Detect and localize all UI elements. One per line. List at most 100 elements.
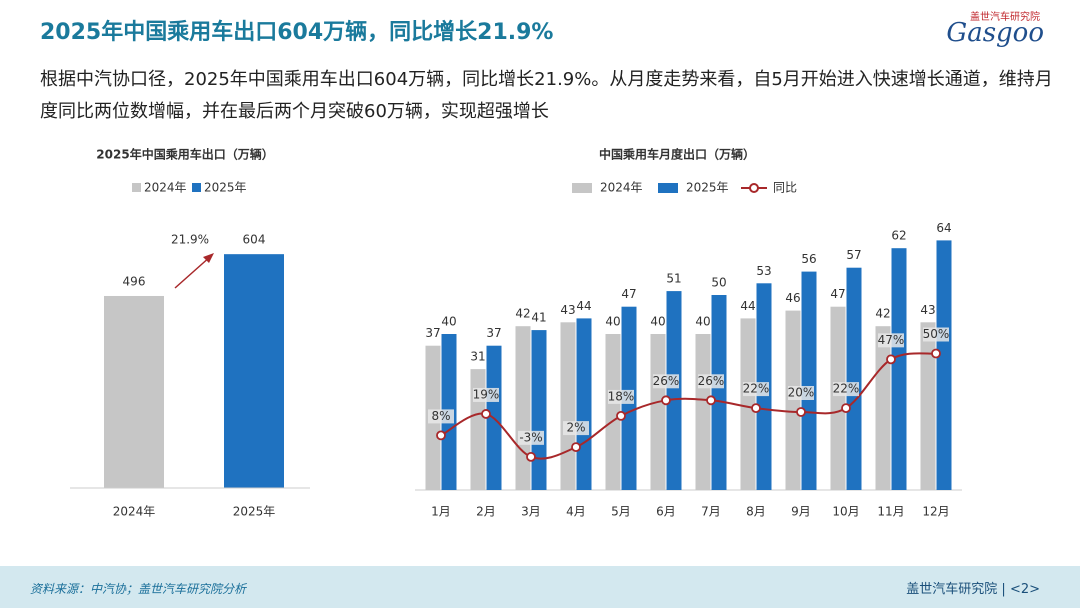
value-label: 46 — [785, 291, 800, 305]
value-label: 18% — [608, 389, 635, 403]
value-label: 37 — [425, 326, 440, 340]
value-label: 37 — [486, 326, 501, 340]
line-marker — [796, 407, 806, 417]
x-tick-label: 2月 — [476, 505, 496, 519]
charts: 2025年中国乘用车出口（万辆） 2024年 496 2024年 2025年 604 202… — [70, 147, 962, 519]
x-tick-label: 10月 — [832, 505, 859, 519]
label-bg — [698, 374, 724, 389]
value-label: -3% — [519, 430, 542, 444]
page-number: <2> — [1009, 582, 1040, 597]
value-label: 62 — [891, 229, 906, 243]
chart-title: 中国乘用车月度出口（万辆） — [599, 147, 755, 162]
value-label: 43 — [920, 303, 935, 317]
value-label: 56 — [801, 252, 816, 266]
line-marker — [706, 395, 716, 406]
x-tick-label: 11月 — [877, 505, 904, 519]
value-label: 42 — [515, 307, 530, 321]
x-tick-label: 6月 — [656, 505, 676, 519]
legend-label: 2025年 — [204, 181, 247, 195]
legend-label: 2024年 — [144, 181, 187, 195]
value-label: 31 — [470, 350, 485, 364]
bar — [515, 326, 531, 490]
bar — [576, 318, 592, 490]
org-name: 盖世汽车研究院 — [906, 582, 998, 597]
line-marker — [931, 348, 941, 359]
bar — [531, 330, 547, 490]
legend-swatch — [192, 183, 201, 192]
line-marker — [526, 451, 536, 462]
label-bg — [833, 382, 859, 397]
trend-arrow — [174, 255, 212, 289]
legend-swatch — [658, 183, 678, 193]
value-label: 50 — [711, 276, 726, 290]
line — [440, 352, 937, 460]
bar — [891, 248, 907, 490]
x-tick-label: 9月 — [791, 505, 811, 519]
legend-swatch — [572, 183, 592, 193]
value-label: 26% — [653, 374, 680, 388]
value-label: 40 — [441, 315, 456, 329]
legend-swatch — [132, 183, 141, 192]
x-tick-label: 4月 — [566, 505, 586, 519]
bar — [104, 295, 164, 488]
value-label: 47 — [621, 287, 636, 301]
label-bg — [653, 374, 679, 389]
bar — [801, 271, 817, 490]
x-tick-label: 3月 — [521, 505, 541, 519]
label-bg — [428, 409, 454, 424]
line-marker — [841, 403, 851, 414]
bar — [875, 326, 891, 490]
bar — [936, 240, 952, 490]
label-bg — [563, 421, 589, 436]
x-tick-label: 8月 — [746, 505, 766, 519]
value-label: 51 — [666, 272, 681, 286]
value-label: 64 — [936, 221, 951, 235]
value-label: 22% — [833, 382, 860, 396]
legend-label: 2024年 — [600, 181, 643, 195]
value-label: 40 — [695, 315, 710, 329]
x-tick-label: 2025年 — [233, 505, 276, 519]
line-marker — [481, 409, 491, 419]
legend-label: 2025年 — [686, 181, 729, 195]
bar — [560, 322, 576, 490]
bar — [740, 318, 756, 490]
value-label: 19% — [473, 387, 500, 401]
value-label: 57 — [846, 248, 861, 262]
slide-title: 2025年中国乘用车出口604万辆，同比增长21.9% — [40, 20, 554, 45]
value-label: 40 — [650, 315, 665, 329]
bar — [605, 334, 621, 490]
x-tick-label: 12月 — [922, 505, 949, 519]
value-label: 496 — [123, 274, 146, 288]
bar — [830, 306, 846, 490]
bar — [666, 291, 682, 490]
x-tick-label: 7月 — [701, 505, 721, 519]
label-bg — [518, 430, 544, 445]
label-bg — [923, 327, 949, 342]
label-bg — [788, 386, 814, 400]
value-label: 20% — [788, 386, 815, 400]
value-label: 44 — [576, 299, 591, 313]
logo-org: 盖世汽车研究院 — [970, 12, 1040, 23]
line-marker — [571, 442, 581, 453]
line-marker — [616, 410, 626, 421]
description: 根据中汽协口径，2025年中国乘用车出口604万辆，同比增长21.9%。从月度走… — [40, 69, 1053, 122]
line-marker — [436, 430, 446, 441]
legend-label: 同比 — [773, 181, 797, 195]
label-bg — [608, 389, 634, 404]
value-label: 47 — [830, 287, 845, 301]
bar — [785, 310, 801, 490]
annotation: 21.9% — [171, 233, 209, 247]
line-marker — [751, 403, 761, 414]
value-label: 8% — [431, 409, 450, 423]
bar — [695, 334, 711, 490]
value-label: 41 — [531, 311, 546, 325]
bar — [846, 267, 862, 490]
value-label: 2% — [566, 421, 585, 435]
label-bg — [878, 333, 904, 348]
x-tick-label: 2024年 — [113, 505, 156, 519]
value-label: 26% — [698, 374, 725, 388]
label-bg — [473, 387, 499, 402]
line-marker — [661, 395, 671, 406]
line-marker — [886, 354, 896, 365]
